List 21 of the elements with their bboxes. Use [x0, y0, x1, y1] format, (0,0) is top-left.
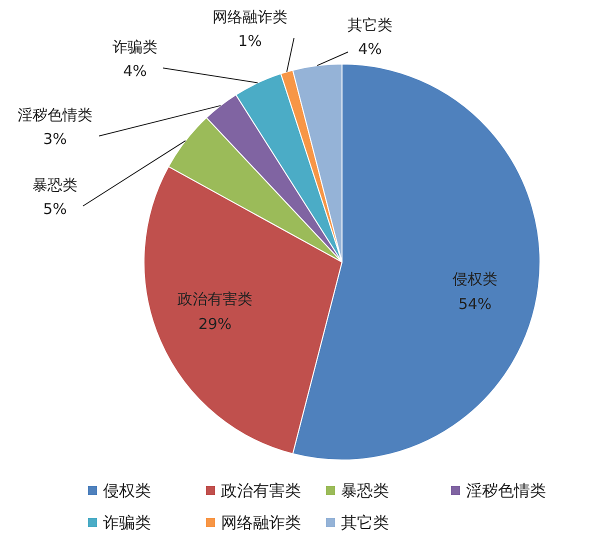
legend-label: 淫秽色情类: [466, 481, 546, 500]
slice-label: 淫秽色情类: [18, 106, 92, 124]
legend-label: 暴恐类: [341, 481, 389, 500]
slice-label: 暴恐类: [32, 176, 78, 194]
legend-label: 侵权类: [103, 481, 151, 500]
data-label: 4%: [123, 62, 147, 80]
slice-label: 网络融诈类: [212, 8, 288, 26]
data-label: 29%: [198, 315, 232, 333]
slice-label: 政治有害类: [178, 290, 252, 308]
data-label: 54%: [458, 295, 492, 313]
data-label: 3%: [43, 130, 67, 148]
data-label: 4%: [358, 40, 382, 58]
legend-label: 政治有害类: [221, 481, 301, 500]
slice-label: 侵权类: [452, 270, 498, 288]
slice-label: 诈骗类: [112, 38, 158, 56]
slice-label: 其它类: [348, 16, 392, 34]
legend-label: 诈骗类: [103, 513, 151, 532]
legend-label: 网络融诈类: [221, 513, 301, 532]
legend-label: 其它类: [341, 513, 389, 532]
data-label: 1%: [238, 32, 262, 50]
data-label: 5%: [43, 200, 67, 218]
